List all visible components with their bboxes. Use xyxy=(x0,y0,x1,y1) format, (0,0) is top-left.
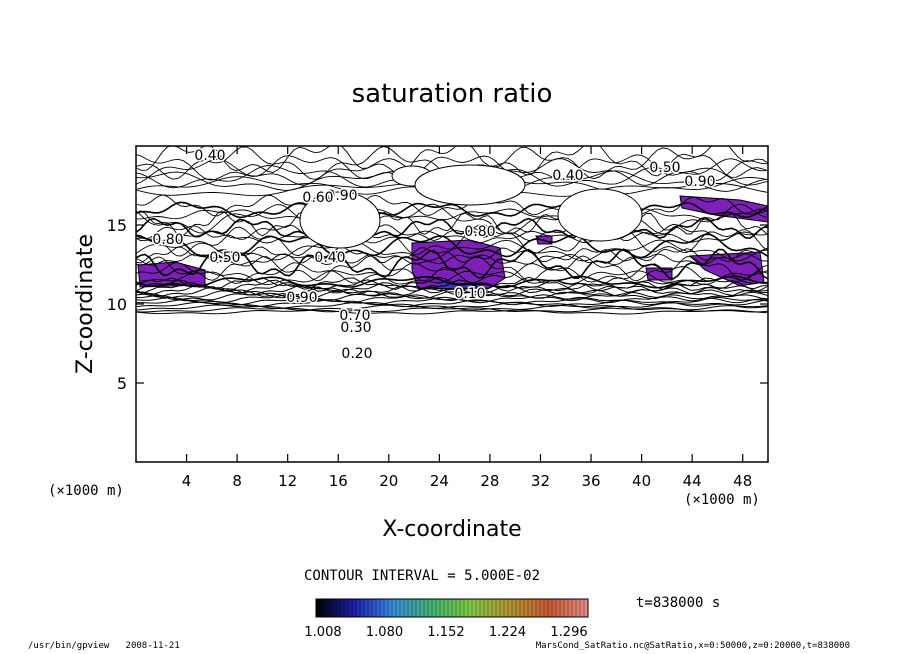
x-tick-label: 32 xyxy=(531,472,550,490)
y-axis-label: Z-coordinate xyxy=(73,234,98,374)
contour-line xyxy=(136,230,768,244)
contour-line xyxy=(136,194,768,217)
colorbar: 1.008 1.080 1.152 1.224 1.296 xyxy=(304,598,589,640)
contour-label: 0.90 xyxy=(684,174,715,190)
x-axis-label: X-coordinate xyxy=(382,517,521,542)
x-tick-label: 20 xyxy=(379,472,398,490)
supersaturation-region xyxy=(679,195,768,223)
contour-line xyxy=(136,284,768,296)
footer-program: /usr/bin/gpview 2008-11-21 xyxy=(28,641,180,651)
contour-cell xyxy=(299,191,381,249)
contour-line xyxy=(136,226,768,257)
contour-cell xyxy=(414,164,526,206)
contour-label: 0.80 xyxy=(464,224,495,240)
colorbar-tick-label: 1.296 xyxy=(550,625,587,640)
x-axis-unit-right: (×1000 m) xyxy=(684,492,760,508)
x-tick-label: 12 xyxy=(278,472,297,490)
time-label: t=838000 s xyxy=(636,595,721,611)
contour-line xyxy=(136,275,768,289)
x-tick-label: 48 xyxy=(733,472,752,490)
y-tick-label: 15 xyxy=(107,216,127,235)
contour-cell xyxy=(557,188,643,242)
x-axis-unit-left: (×1000 m) xyxy=(48,483,124,499)
y-axis: 5 10 15 xyxy=(107,216,768,393)
x-tick-label: 4 xyxy=(182,472,192,490)
footer-date: 2008-11-21 xyxy=(125,641,180,651)
x-tick-label: 44 xyxy=(683,472,702,490)
contour-line xyxy=(136,203,768,235)
contour-label: 0.40 xyxy=(314,250,345,266)
footer-program-path: /usr/bin/gpview xyxy=(28,641,110,651)
chart-title: saturation ratio xyxy=(352,79,553,109)
contour-line xyxy=(136,309,768,315)
contour-line xyxy=(136,216,768,240)
contour-line xyxy=(136,307,768,313)
contour-line xyxy=(136,269,768,286)
contour-line xyxy=(136,223,768,242)
y-tick-label: 10 xyxy=(107,295,127,314)
contour-line xyxy=(136,246,768,264)
x-tick-label: 16 xyxy=(329,472,348,490)
contour-label: 0.50 xyxy=(649,160,680,176)
contour-label: 0.60 xyxy=(302,190,333,206)
x-tick-label: 36 xyxy=(581,472,600,490)
colorbar-stripes xyxy=(319,599,585,617)
contour-line xyxy=(136,233,768,259)
contour-line xyxy=(136,294,768,304)
contour-label: 0.30 xyxy=(340,320,371,336)
colorbar-tick-label: 1.080 xyxy=(366,625,403,640)
x-tick-label: 8 xyxy=(232,472,242,490)
contour-label: 0.40 xyxy=(194,148,225,164)
footer-source: MarsCond_SatRatio.nc@SatRatio,x=0:50000,… xyxy=(535,641,850,651)
contour-label: 0.70 xyxy=(339,308,370,324)
contour-line xyxy=(136,208,768,221)
contour-line xyxy=(136,253,768,266)
colorbar-tick-label: 1.008 xyxy=(304,625,341,640)
contour-label: 0.50 xyxy=(209,250,240,266)
colorbar-tick-label: 1.152 xyxy=(427,625,464,640)
colorbar-tick-label: 1.224 xyxy=(489,625,526,640)
contour-line xyxy=(136,304,768,311)
contour-label: 0.80 xyxy=(152,232,183,248)
x-tick-label: 40 xyxy=(632,472,651,490)
x-tick-label: 24 xyxy=(430,472,449,490)
contour-label: 0.90 xyxy=(286,290,317,306)
contour-labels: 0.400.400.900.600.800.400.900.700.300.20… xyxy=(151,147,717,364)
contour-lines xyxy=(136,146,768,315)
contour-line xyxy=(136,201,768,219)
colorbar-ticks: 1.008 1.080 1.152 1.224 1.296 xyxy=(304,625,587,640)
contour-label: 0.40 xyxy=(552,168,583,184)
contour-line xyxy=(136,210,768,237)
x-tick-label: 28 xyxy=(480,472,499,490)
contour-line xyxy=(136,296,768,306)
x-axis: 4 8 12 16 20 24 28 32 36 40 44 48 xyxy=(182,146,752,490)
contour-line xyxy=(136,146,768,177)
contour-interval: CONTOUR INTERVAL = 5.000E-02 xyxy=(304,568,541,584)
plot-area: 0.400.400.900.600.800.400.900.700.300.20… xyxy=(136,146,768,364)
contour-label: 0.10 xyxy=(454,286,485,302)
y-tick-label: 5 xyxy=(117,374,127,393)
colorbar-frame xyxy=(315,598,589,618)
contour-line xyxy=(136,276,768,291)
contour-label: 0.20 xyxy=(341,346,372,362)
contour-label: 0.90 xyxy=(326,188,357,204)
